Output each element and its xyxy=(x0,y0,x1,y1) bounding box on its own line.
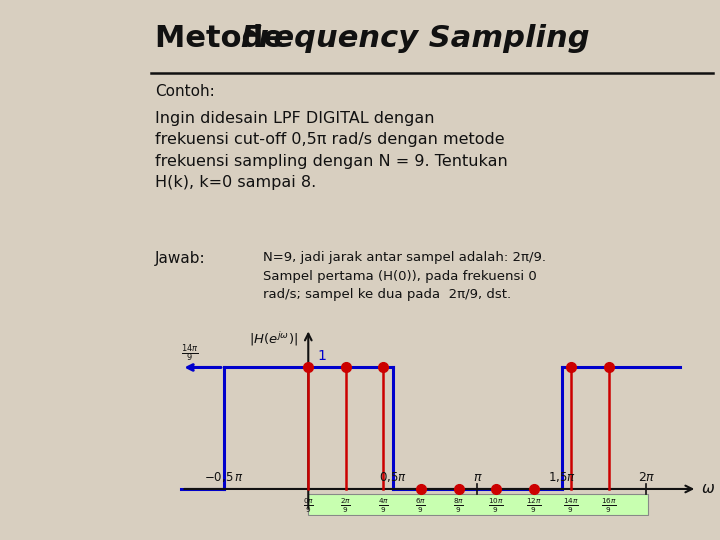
Text: $\frac{4\pi}{9}$: $\frac{4\pi}{9}$ xyxy=(378,497,389,515)
Text: $\frac{14\pi}{9}$: $\frac{14\pi}{9}$ xyxy=(181,342,199,364)
Text: $\frac{14\pi}{9}$: $\frac{14\pi}{9}$ xyxy=(564,497,579,515)
Text: $\frac{16\pi}{9}$: $\frac{16\pi}{9}$ xyxy=(601,497,617,515)
Text: $-0{,}5\,\pi$: $-0{,}5\,\pi$ xyxy=(204,470,243,484)
Text: $\frac{0\pi}{9}$: $\frac{0\pi}{9}$ xyxy=(302,497,314,515)
Text: Frequency Sampling: Frequency Sampling xyxy=(241,24,590,53)
Text: Contoh:: Contoh: xyxy=(155,84,215,99)
Text: Metode: Metode xyxy=(155,24,294,53)
Text: $\frac{6\pi}{9}$: $\frac{6\pi}{9}$ xyxy=(415,497,426,515)
Text: $|H(e^{j\omega})|$: $|H(e^{j\omega})|$ xyxy=(249,330,298,348)
Bar xyxy=(308,495,648,515)
Text: $2\pi$: $2\pi$ xyxy=(638,471,655,484)
Text: $\pi$: $\pi$ xyxy=(472,471,482,484)
Text: $1$: $1$ xyxy=(317,349,326,363)
Text: $\omega$: $\omega$ xyxy=(701,482,715,496)
Text: $1{,}5\pi$: $1{,}5\pi$ xyxy=(548,470,576,484)
Text: $\frac{2\pi}{9}$: $\frac{2\pi}{9}$ xyxy=(341,497,351,515)
Text: Ingin didesain LPF DIGITAL dengan
frekuensi cut-off 0,5π rad/s dengan metode
fre: Ingin didesain LPF DIGITAL dengan frekue… xyxy=(155,111,508,191)
Text: $\frac{10\pi}{9}$: $\frac{10\pi}{9}$ xyxy=(488,497,504,515)
Text: $0{,}5\pi$: $0{,}5\pi$ xyxy=(379,470,407,484)
Text: $\frac{8\pi}{9}$: $\frac{8\pi}{9}$ xyxy=(453,497,464,515)
Text: Jawab:: Jawab: xyxy=(155,251,205,266)
Text: $\frac{12\pi}{9}$: $\frac{12\pi}{9}$ xyxy=(526,497,541,515)
Text: N=9, jadi jarak antar sampel adalah: 2π/9.
Sampel pertama (H(0)), pada frekuensi: N=9, jadi jarak antar sampel adalah: 2π/… xyxy=(263,251,546,301)
